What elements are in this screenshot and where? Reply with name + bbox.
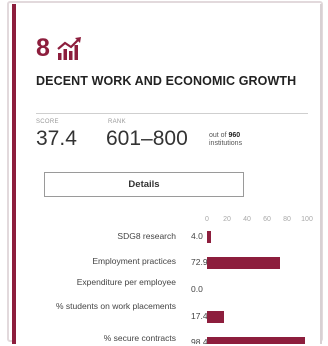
axis-tick-label: 40 [243, 216, 251, 223]
metric-value: 0.0 [191, 284, 203, 294]
metric-label: SDG8 research [117, 231, 176, 241]
axis-tick-label: 20 [223, 216, 231, 223]
metric-bar [207, 311, 225, 323]
metric-bar [207, 337, 306, 344]
out-of-suffix: institutions [209, 140, 243, 147]
axis-tick-label: 60 [263, 216, 271, 223]
metric-bar [207, 257, 280, 269]
out-of-prefix: out of [209, 132, 227, 139]
goal-number: 8 [36, 34, 50, 62]
axis-tick-label: 80 [283, 216, 291, 223]
growth-chart-icon [57, 37, 81, 60]
metric-value: 98.4 [191, 337, 208, 344]
goal-header: 8 [36, 34, 82, 62]
rank-out-of: out of 960 institutions [209, 132, 242, 148]
details-button[interactable]: Details [44, 172, 244, 197]
axis-tick-label: 100 [301, 216, 313, 223]
metric-label: % students on work placements [55, 301, 176, 311]
rank-label: RANK [108, 119, 126, 125]
metric-label: Employment practices [92, 256, 176, 266]
goal-title: DECENT WORK AND ECONOMIC GROWTH [36, 74, 297, 88]
metric-value: 72.9 [191, 257, 208, 267]
score-value: 37.4 [36, 127, 77, 150]
metric-label: Expenditure per employee [76, 277, 176, 287]
rank-value: 601–800 [106, 127, 188, 150]
axis-tick-label: 0 [205, 216, 209, 223]
header-divider [36, 113, 308, 114]
metric-bar [207, 231, 211, 243]
metric-label: % secure contracts [103, 333, 176, 343]
score-label: SCORE [36, 119, 59, 125]
out-of-count: 960 [228, 132, 241, 139]
metric-value: 4.0 [191, 231, 203, 241]
sdg-card: 8 DECENT WORK AND ECONOMIC GROWTH SCORE … [12, 4, 322, 344]
metric-value: 17.4 [191, 311, 208, 321]
